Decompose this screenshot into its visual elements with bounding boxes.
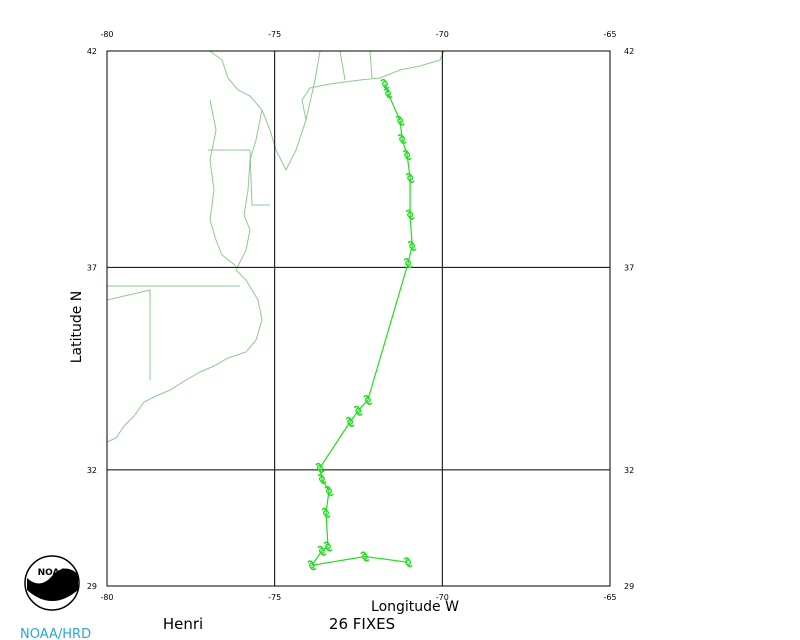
x-tick-label: -75: [268, 30, 281, 39]
y-tick-label: 37: [624, 263, 634, 272]
y-tick-label: 37: [87, 263, 97, 272]
storm-fix-center: [385, 90, 392, 97]
x-tick-label: -70: [436, 593, 449, 602]
storm-fix-center: [397, 117, 404, 124]
x-tick-label: -65: [603, 30, 616, 39]
storm-fix-center: [308, 562, 315, 569]
logo-text: NOAA: [38, 568, 67, 578]
track-layer: [307, 78, 417, 571]
x-axis-label: Longitude W: [371, 599, 459, 615]
storm-fix-center: [399, 135, 406, 142]
plot-frame: [106, 50, 611, 587]
storm-fix-center: [316, 464, 323, 471]
coastline: [106, 50, 445, 443]
x-tick-label: -80: [100, 593, 113, 602]
storm-fix-center: [405, 559, 412, 566]
storm-fix-center: [347, 418, 354, 425]
storm-fix-center: [318, 475, 325, 482]
storm-fix-center: [381, 81, 388, 88]
storm-fix-center: [405, 260, 412, 267]
y-axis-label: Latitude N: [69, 291, 85, 364]
storm-fix-center: [322, 509, 329, 516]
storm-fix-center: [355, 407, 362, 414]
storm-fix-center: [407, 211, 414, 218]
storm-fix-center: [324, 543, 331, 550]
x-tick-label: -65: [603, 593, 616, 602]
x-tick-label: -70: [436, 30, 449, 39]
y-tick-label: 32: [87, 466, 97, 475]
y-tick-label: 32: [624, 466, 634, 475]
storm-fix-center: [364, 396, 371, 403]
y-tick-label: 42: [87, 47, 97, 56]
storm-fix-center: [407, 174, 414, 181]
storm-name: Henri: [163, 615, 203, 633]
storm-fix-center: [318, 547, 325, 554]
storm-fix-center: [404, 152, 411, 159]
y-tick-label: 29: [87, 582, 97, 591]
storm-fix-center: [361, 553, 368, 560]
y-tick-label: 29: [624, 582, 634, 591]
noaa-logo: NOAA: [24, 555, 80, 611]
fix-count: 26 FIXES: [329, 615, 395, 633]
credit: NOAA/HRD: [20, 627, 91, 640]
x-tick-label: -75: [268, 593, 281, 602]
storm-fix-center: [409, 242, 416, 249]
x-tick-label: -80: [100, 30, 113, 39]
storm-fix-center: [325, 488, 332, 495]
y-tick-label: 42: [624, 47, 634, 56]
